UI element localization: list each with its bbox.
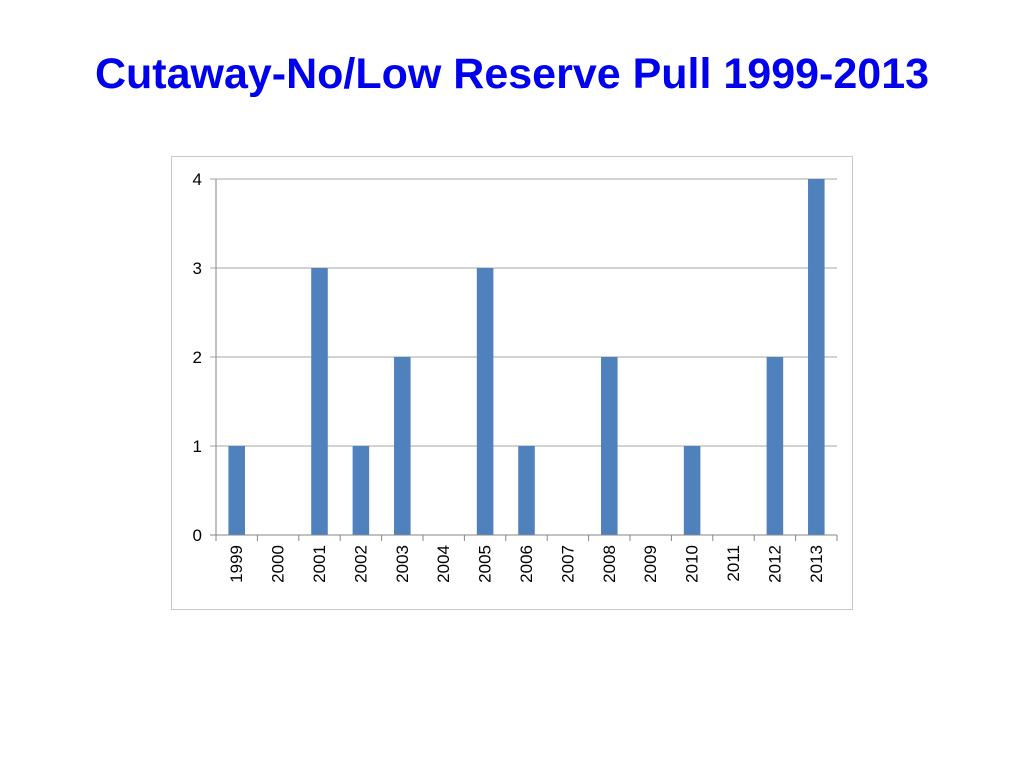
chart-frame: 0 1 2 3 4 1999 2000 2001 2002 2003 2004 2005 2006 20…	[171, 156, 853, 610]
y-tick-label: 2	[193, 348, 202, 367]
x-tick-label: 2000	[269, 545, 288, 583]
bar-chart: 0 1 2 3 4 1999 2000 2001 2002 2003 2004 2005 2006 20…	[193, 170, 838, 583]
bar-2003	[394, 357, 411, 535]
y-tick-labels: 0 1 2 3 4	[193, 170, 202, 545]
bar-2012	[766, 357, 784, 535]
x-tick-label: 2003	[393, 545, 412, 583]
x-tick-label: 2010	[683, 545, 702, 583]
bars	[228, 179, 825, 535]
gridlines	[210, 178, 837, 447]
slide-title: Cutaway-No/Low Reserve Pull 1999-2013	[94, 50, 930, 98]
x-tick-label: 2011	[724, 545, 743, 582]
x-tick-label: 2004	[434, 545, 453, 583]
x-tick-label: 2008	[600, 545, 619, 583]
x-tick-label: 2013	[807, 545, 826, 583]
x-tick-label: 2001	[310, 545, 329, 583]
y-tick-label: 1	[193, 437, 202, 456]
bar-2002	[352, 446, 370, 535]
x-tick-label: 2012	[765, 545, 784, 583]
x-tick-label: 2007	[558, 545, 577, 583]
x-tick-label: 1999	[227, 545, 246, 583]
y-tick-label: 0	[193, 526, 202, 545]
bar-2006	[518, 446, 535, 535]
bar-2001	[311, 268, 328, 535]
x-tick-label: 2009	[641, 545, 660, 583]
bar-2010	[683, 446, 701, 535]
bar-2008	[601, 357, 618, 535]
x-tick-label: 2005	[476, 545, 495, 583]
x-tick-label: 2006	[517, 545, 536, 583]
y-tick-label: 4	[193, 170, 202, 189]
x-tick-labels: 1999 2000 2001 2002 2003 2004 2005 2006 2007 2008…	[227, 545, 826, 583]
bar-2005	[476, 268, 494, 535]
x-tick-label: 2002	[351, 545, 370, 583]
bar-2013	[808, 179, 825, 535]
bar-1999	[228, 446, 245, 535]
axes	[210, 179, 838, 541]
y-tick-label: 3	[193, 259, 202, 278]
